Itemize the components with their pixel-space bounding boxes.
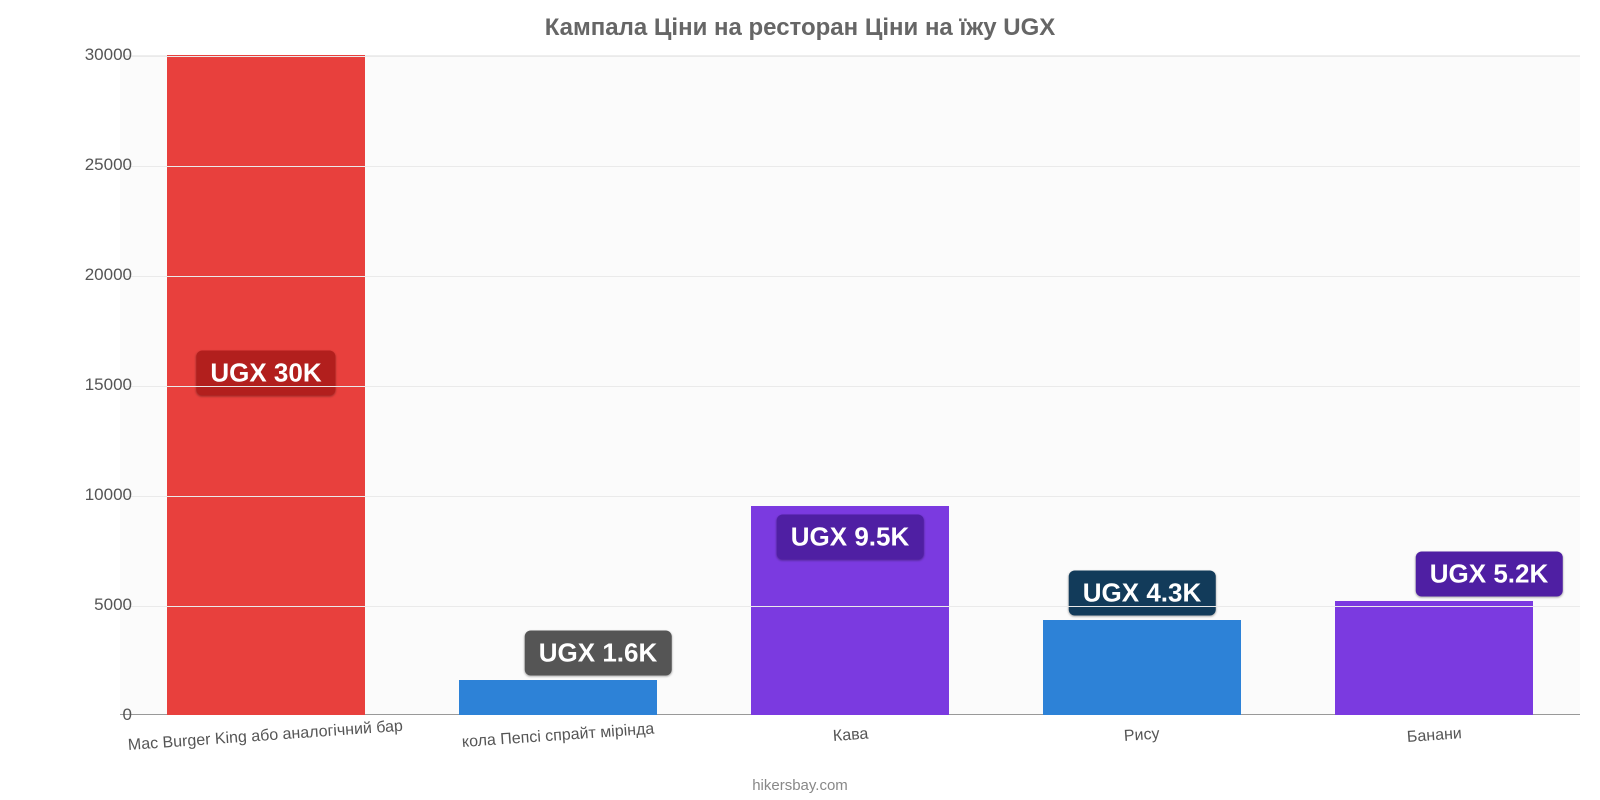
- gridline: [120, 276, 1580, 277]
- gridline: [120, 166, 1580, 167]
- value-badge: UGX 4.3K: [1069, 571, 1216, 616]
- bar: [459, 680, 658, 715]
- gridline: [120, 496, 1580, 497]
- y-tick-label: 10000: [32, 485, 132, 505]
- x-tick-label: Банани: [1406, 725, 1462, 747]
- x-tick-label: Mac Burger King або аналогічний бар: [127, 717, 403, 754]
- gridline: [120, 56, 1580, 57]
- bar: [1043, 620, 1242, 715]
- y-tick-label: 25000: [32, 155, 132, 175]
- plot-area: UGX 30K UGX 1.6K UGX 9.5K UGX 4.3K UGX 5.2K: [120, 55, 1580, 715]
- y-tick-label: 5000: [32, 595, 132, 615]
- bar: [1335, 601, 1534, 715]
- x-tick-label: Кава: [832, 726, 869, 746]
- value-badge: UGX 30K: [196, 350, 335, 395]
- credit-text: hikersbay.com: [0, 777, 1600, 794]
- value-badge: UGX 5.2K: [1416, 551, 1563, 596]
- x-tick-label: кола Пепсі спрайт мірінда: [461, 720, 655, 751]
- y-tick-label: 20000: [32, 265, 132, 285]
- x-tick-label: Рису: [1123, 726, 1160, 746]
- value-badge: UGX 1.6K: [525, 630, 672, 675]
- value-badge: UGX 9.5K: [777, 515, 924, 560]
- y-tick-label: 30000: [32, 45, 132, 65]
- y-tick-label: 15000: [32, 375, 132, 395]
- gridline: [120, 386, 1580, 387]
- gridline: [120, 606, 1580, 607]
- chart-title: Кампала Ціни на ресторан Ціни на їжу UGX: [0, 0, 1600, 42]
- y-tick-label: 0: [32, 705, 132, 725]
- chart-container: Кампала Ціни на ресторан Ціни на їжу UGX…: [0, 0, 1600, 800]
